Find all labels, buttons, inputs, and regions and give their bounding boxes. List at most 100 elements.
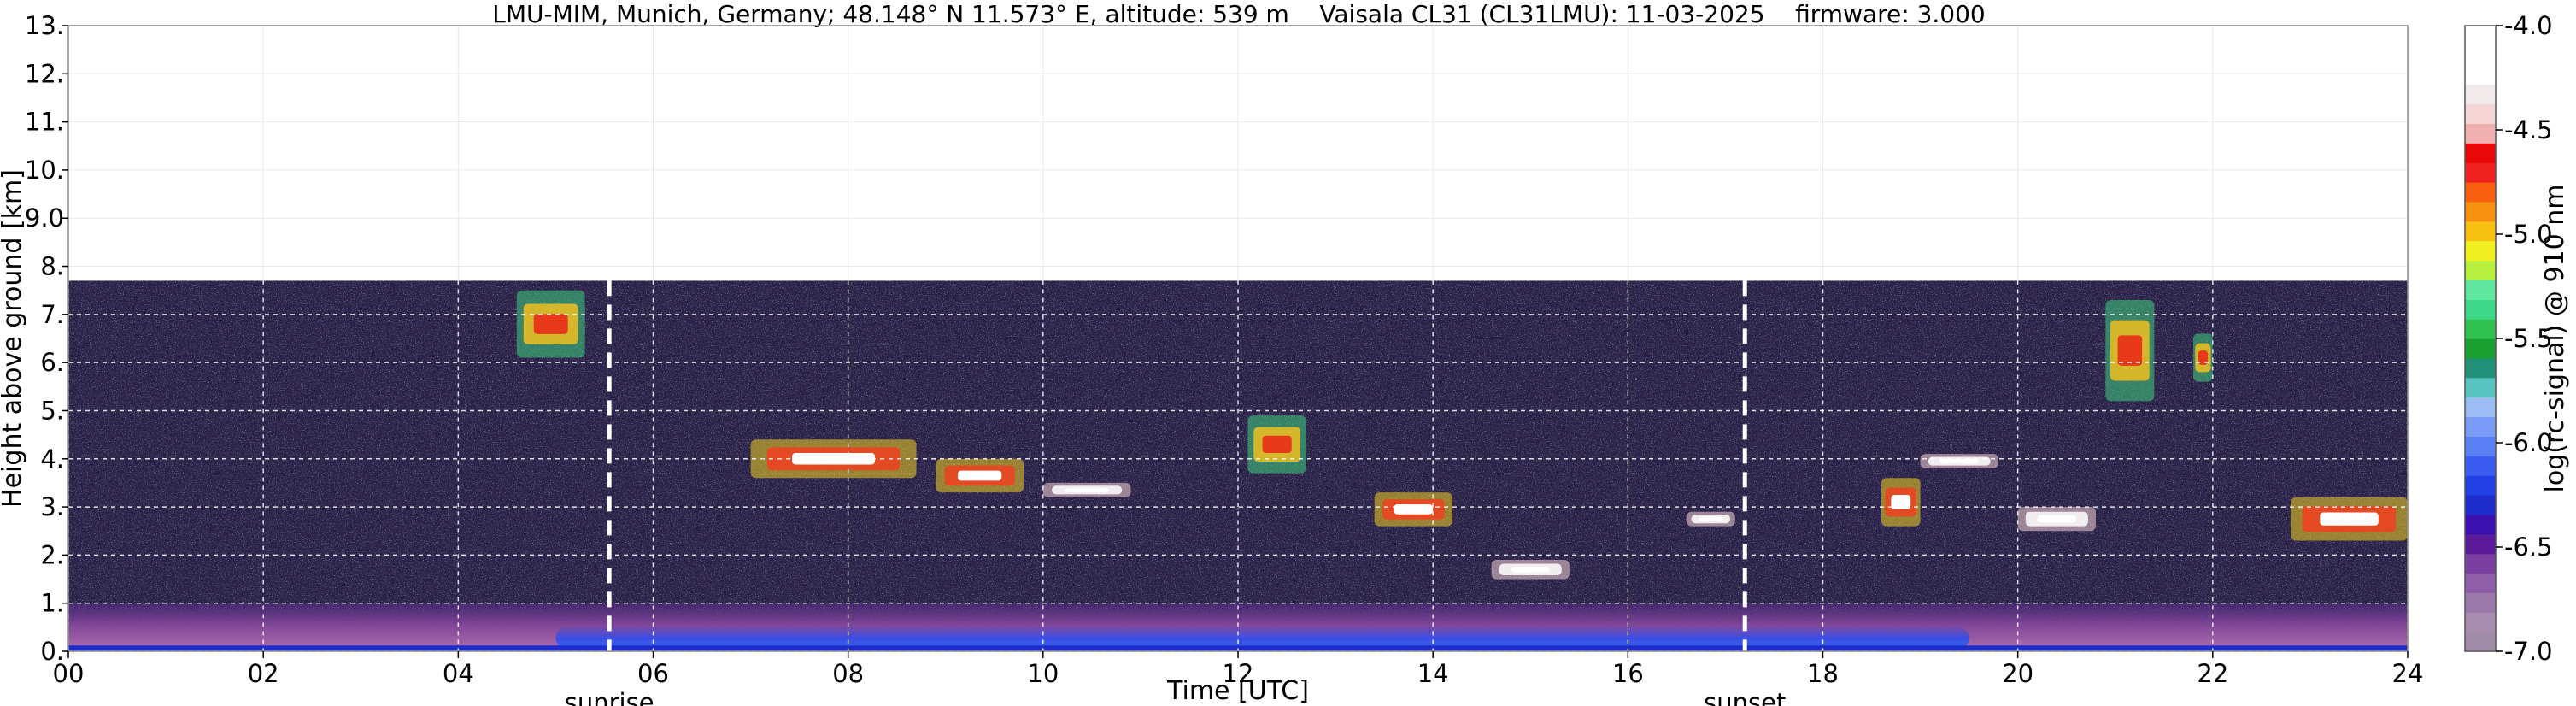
y-tick-label: 8. bbox=[40, 252, 64, 281]
colorbar-segment bbox=[2465, 279, 2496, 300]
feature-core bbox=[1939, 459, 1980, 464]
y-tick-label: 2. bbox=[40, 540, 64, 569]
colorbar-segment bbox=[2465, 397, 2496, 418]
colorbar-segment bbox=[2465, 573, 2496, 593]
colorbar-tick-label: -5.5 bbox=[2504, 324, 2553, 353]
colorbar-segment bbox=[2465, 319, 2496, 339]
colorbar-tick-label: -6.0 bbox=[2504, 428, 2553, 457]
colorbar-segment bbox=[2465, 533, 2496, 555]
colorbar-segment bbox=[2465, 26, 2496, 46]
colorbar-tick-label: -5.0 bbox=[2504, 220, 2553, 249]
y-tick-label: 13. bbox=[25, 11, 64, 40]
marker-label-sunset: sunset bbox=[1704, 688, 1786, 706]
feature-core bbox=[533, 314, 568, 334]
feature-layer bbox=[1374, 492, 1452, 527]
feature-core bbox=[1394, 503, 1434, 515]
feature-core bbox=[1891, 495, 1911, 509]
colorbar-segment bbox=[2465, 182, 2496, 203]
chart-title: LMU-MIM, Munich, Germany; 48.148° N 11.5… bbox=[492, 0, 1986, 28]
colorbar-tick-label: -6.5 bbox=[2504, 532, 2553, 562]
feature-core bbox=[1511, 566, 1551, 573]
colorbar-segment bbox=[2465, 416, 2496, 437]
mixed-layer bbox=[555, 625, 1969, 651]
x-axis-label: Time [UTC] bbox=[1166, 676, 1309, 706]
x-tick-label: 18 bbox=[1807, 659, 1839, 688]
signal-noise bbox=[68, 280, 2408, 651]
feature-cloud bbox=[1491, 560, 1570, 580]
colorbar-segment bbox=[2465, 632, 2496, 652]
feature-core bbox=[2117, 335, 2143, 366]
colorbar-label: log(rc-signal) @ 910 nm bbox=[2540, 185, 2570, 493]
y-tick-label: 1. bbox=[40, 589, 64, 618]
colorbar-segment bbox=[2465, 592, 2496, 613]
x-tick-label: 08 bbox=[832, 659, 864, 688]
y-axis-label: Height above ground [km] bbox=[0, 169, 27, 508]
y-tick-label: 10. bbox=[25, 156, 64, 185]
feature-cloud bbox=[1042, 482, 1131, 497]
x-tick-label: 22 bbox=[2197, 659, 2228, 688]
colorbar-segment bbox=[2465, 377, 2496, 398]
feature-plume bbox=[516, 290, 585, 358]
colorbar-segment bbox=[2465, 123, 2496, 144]
colorbar-segment bbox=[2465, 103, 2496, 124]
x-tick-label: 06 bbox=[637, 659, 669, 688]
feature-core bbox=[1699, 516, 1723, 521]
feature-layer bbox=[1881, 478, 1921, 527]
feature-cloud bbox=[1686, 511, 1735, 527]
feature-plume bbox=[2193, 333, 2213, 382]
y-tick-label: 12. bbox=[25, 59, 64, 88]
feature-core bbox=[1262, 435, 1292, 454]
colorbar-segment bbox=[2465, 553, 2496, 574]
feature-layer bbox=[936, 458, 1024, 493]
y-tick-label: 4. bbox=[40, 444, 64, 474]
feature-plume bbox=[2105, 299, 2155, 402]
feature-core bbox=[958, 470, 1002, 481]
feature-core bbox=[2198, 350, 2209, 365]
feature-core bbox=[2320, 512, 2379, 526]
x-tick-label: 02 bbox=[248, 659, 279, 688]
colorbar-segment bbox=[2465, 299, 2496, 320]
feature-core bbox=[2037, 515, 2077, 523]
x-tick-label: 14 bbox=[1417, 659, 1449, 688]
colorbar-segment bbox=[2465, 475, 2496, 496]
feature-cloud bbox=[1920, 454, 1998, 469]
colorbar-segment bbox=[2465, 240, 2496, 262]
colorbar-segment bbox=[2465, 221, 2496, 242]
colorbar-segment bbox=[2465, 357, 2496, 379]
feature-layer bbox=[750, 439, 917, 479]
y-tick-label: 3. bbox=[40, 492, 64, 521]
y-tick-label: 9.0 bbox=[25, 203, 64, 232]
feature-plume bbox=[1247, 415, 1306, 474]
colorbar-segment bbox=[2465, 162, 2496, 183]
colorbar-segment bbox=[2465, 84, 2496, 105]
colorbar-segment bbox=[2465, 64, 2496, 85]
colorbar-segment bbox=[2465, 456, 2496, 476]
colorbar-segment bbox=[2465, 514, 2496, 535]
colorbar-segment bbox=[2465, 44, 2496, 66]
colorbar-segment bbox=[2465, 495, 2496, 515]
x-tick-label: 20 bbox=[2002, 659, 2033, 688]
x-tick-label: 10 bbox=[1027, 659, 1059, 688]
colorbar-segment bbox=[2465, 201, 2496, 222]
colorbar-segment bbox=[2465, 260, 2496, 280]
feature-layer bbox=[2291, 497, 2408, 541]
colorbar-segment bbox=[2465, 612, 2496, 632]
y-tick-label: 5. bbox=[40, 396, 64, 425]
x-tick-label: 24 bbox=[2392, 659, 2424, 688]
feature-core bbox=[1065, 487, 1109, 492]
colorbar-tick-label: -7.0 bbox=[2504, 637, 2553, 666]
colorbar-segment bbox=[2465, 338, 2496, 359]
y-tick-label: 7. bbox=[40, 300, 64, 329]
x-tick-label: 00 bbox=[53, 659, 85, 688]
feature-core bbox=[792, 453, 876, 465]
y-tick-label: 6. bbox=[40, 348, 64, 377]
y-tick-label: 0. bbox=[40, 637, 64, 666]
colorbar-tick-label: -4.0 bbox=[2504, 11, 2553, 40]
colorbar-tick-label: -4.5 bbox=[2504, 115, 2553, 144]
y-tick-label: 11. bbox=[25, 108, 64, 137]
x-tick-label: 16 bbox=[1612, 659, 1644, 688]
colorbar-segment bbox=[2465, 436, 2496, 456]
x-tick-label: 12 bbox=[1223, 659, 1254, 688]
marker-label-sunrise: sunrise bbox=[565, 688, 654, 706]
